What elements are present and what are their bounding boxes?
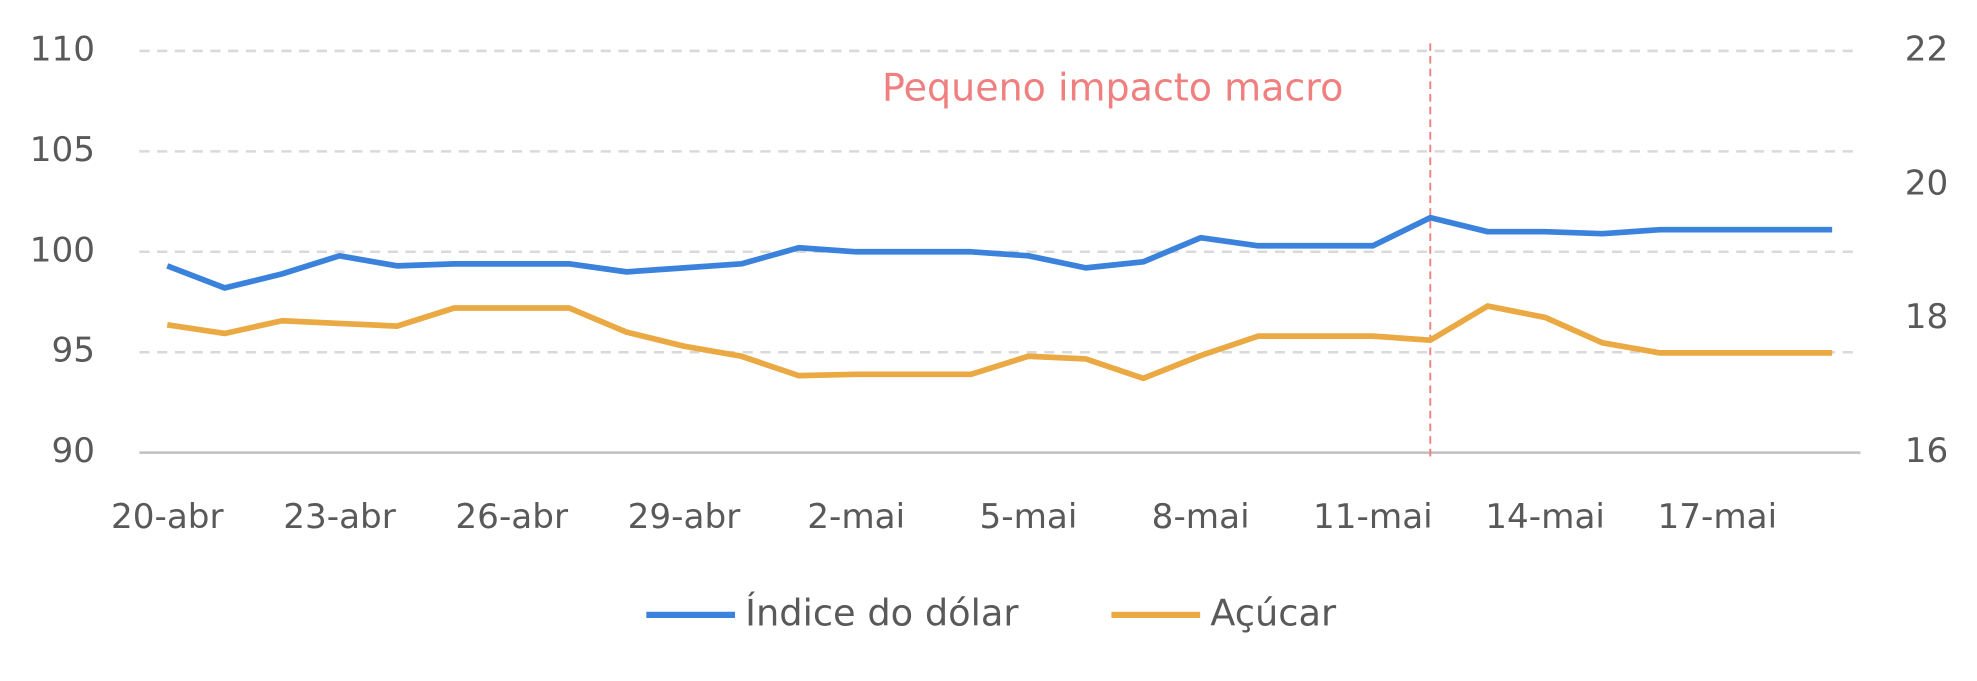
- y2-tick-label: 16: [1905, 431, 1949, 471]
- series-line: [166, 303, 1833, 382]
- x-tick-label: 23-abr: [283, 497, 397, 537]
- x-tick-label: 17-mai: [1658, 497, 1778, 537]
- legend-label: Açúcar: [1210, 591, 1337, 634]
- x-tick-label: 14-mai: [1485, 497, 1605, 537]
- x-tick-label: 5-mai: [979, 497, 1077, 537]
- y-tick-label: 90: [52, 431, 96, 471]
- y-tick-label: 105: [30, 130, 95, 170]
- y-tick-label: 110: [30, 29, 95, 69]
- x-tick-label: 20-abr: [111, 497, 225, 537]
- legend-label: Índice do dólar: [745, 590, 1019, 634]
- annotation-text: Pequeno impacto macro: [882, 66, 1343, 110]
- x-tick-label: 8-mai: [1152, 497, 1250, 537]
- y-tick-label: 100: [30, 230, 95, 270]
- y2-tick-label: 22: [1905, 29, 1949, 69]
- y-tick-label: 95: [52, 331, 96, 371]
- x-tick-label: 26-abr: [455, 497, 569, 537]
- series-line: [166, 214, 1833, 291]
- x-tick-label: 11-mai: [1313, 497, 1433, 537]
- x-tick-label: 2-mai: [807, 497, 905, 537]
- x-tick-label: 29-abr: [628, 497, 742, 537]
- y2-tick-label: 18: [1905, 297, 1949, 337]
- y2-tick-label: 20: [1905, 163, 1949, 203]
